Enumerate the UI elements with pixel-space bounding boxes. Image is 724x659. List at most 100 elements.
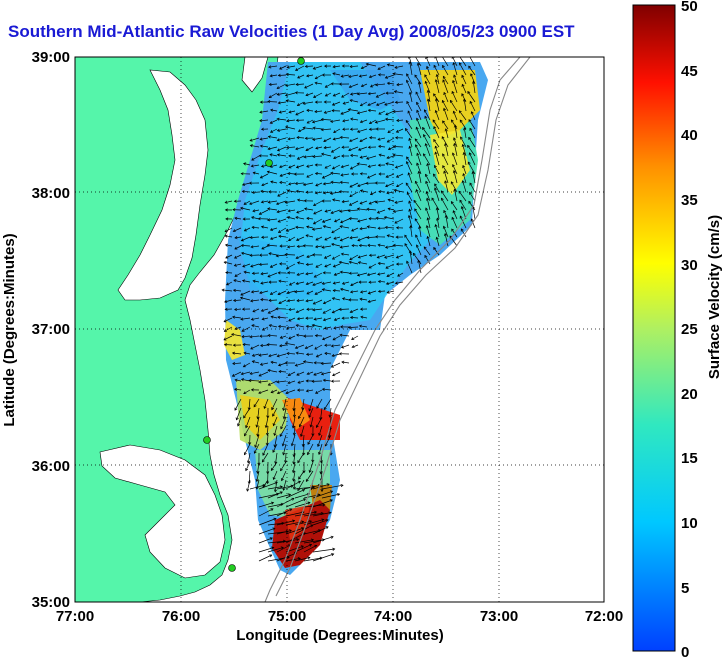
velocity-arrow xyxy=(404,243,413,256)
velocity-arrow-head xyxy=(315,264,319,268)
velocity-arrow xyxy=(231,333,242,337)
velocity-arrow xyxy=(260,173,269,179)
velocity-arrow xyxy=(303,512,324,517)
velocity-arrow xyxy=(357,163,368,166)
velocity-arrow xyxy=(286,227,296,232)
velocity-arrow-head xyxy=(470,73,474,77)
velocity-arrow-head xyxy=(255,478,259,482)
velocity-arrow-head xyxy=(349,127,353,131)
velocity-arrow xyxy=(297,272,305,276)
velocity-arrow xyxy=(277,92,287,95)
velocity-arrow xyxy=(323,137,332,142)
velocity-arrow-head xyxy=(462,173,466,177)
velocity-arrow-head xyxy=(279,433,283,437)
velocity-arrow xyxy=(436,207,440,220)
velocity-arrow-head xyxy=(369,136,373,140)
velocity-arrow-head xyxy=(359,307,363,311)
velocity-arrow xyxy=(320,461,323,474)
velocity-arrow-head xyxy=(415,234,418,238)
velocity-arrow xyxy=(453,143,458,157)
velocity-arrow-head xyxy=(314,334,318,338)
velocity-arrow xyxy=(349,191,359,197)
velocity-arrow-head xyxy=(275,307,279,311)
velocity-arrow-head xyxy=(234,407,238,411)
velocity-arrow xyxy=(418,260,422,274)
velocity-arrow-head xyxy=(303,199,307,203)
velocity-arrow-head xyxy=(408,208,412,212)
velocity-arrow xyxy=(243,407,251,419)
velocity-arrow xyxy=(324,110,332,114)
velocity-arrow-head xyxy=(250,388,254,392)
velocity-arrow-head xyxy=(387,198,391,202)
velocity-arrow xyxy=(443,170,449,184)
velocity-arrow-head xyxy=(331,109,335,113)
velocity-arrow-head xyxy=(407,110,411,114)
velocity-arrow-head xyxy=(395,136,399,140)
velocity-arrow xyxy=(268,380,278,386)
velocity-arrow xyxy=(306,371,314,375)
velocity-arrow xyxy=(360,290,368,293)
velocity-arrow xyxy=(348,146,359,151)
velocity-arrow xyxy=(405,120,413,130)
velocity-arrow-head xyxy=(323,110,327,114)
velocity-arrow xyxy=(385,182,395,187)
velocity-arrow xyxy=(305,299,314,302)
velocity-arrow xyxy=(332,335,341,341)
velocity-arrow xyxy=(270,361,278,364)
velocity-arrow-head xyxy=(258,262,262,267)
velocity-arrow xyxy=(377,254,386,259)
velocity-arrow-head xyxy=(386,234,390,238)
velocity-arrow-head xyxy=(231,351,236,355)
velocity-arrow xyxy=(234,308,242,311)
velocity-arrow-head xyxy=(368,121,373,125)
velocity-arrow xyxy=(340,225,350,229)
velocity-arrow xyxy=(306,226,314,229)
velocity-arrow xyxy=(258,353,269,356)
velocity-arrow xyxy=(312,526,329,535)
velocity-arrow-head xyxy=(241,335,245,339)
velocity-arrow-head xyxy=(268,324,272,328)
y-tick-label: 39:00 xyxy=(32,49,70,66)
velocity-arrow-head xyxy=(339,245,343,249)
velocity-arrow xyxy=(286,326,296,329)
velocity-arrow-head xyxy=(260,272,264,276)
velocity-arrow-head xyxy=(348,74,352,78)
velocity-arrow-head xyxy=(232,288,236,292)
velocity-arrow-head xyxy=(302,244,306,248)
velocity-arrow-head xyxy=(305,272,309,276)
velocity-arrow xyxy=(406,80,413,94)
velocity-arrow-head xyxy=(471,171,475,175)
velocity-arrow xyxy=(472,81,476,94)
velocity-arrow-head xyxy=(368,75,372,79)
velocity-arrow xyxy=(324,146,332,149)
velocity-arrow-head xyxy=(405,160,409,165)
velocity-arrow xyxy=(321,484,344,490)
velocity-arrow-head xyxy=(449,99,453,103)
velocity-arrow xyxy=(232,316,242,319)
velocity-arrow-head xyxy=(453,142,457,147)
colorbar-tick-label: 45 xyxy=(681,63,698,80)
velocity-arrow-head xyxy=(258,391,262,395)
velocity-arrow-head xyxy=(461,74,465,78)
velocity-arrow-head xyxy=(277,193,281,197)
velocity-arrow-head xyxy=(240,243,244,248)
velocity-arrow-head xyxy=(441,136,445,140)
velocity-arrow xyxy=(225,235,233,238)
velocity-arrow-head xyxy=(387,130,391,133)
velocity-arrow xyxy=(282,398,287,411)
velocity-arrow xyxy=(350,308,359,313)
velocity-arrow-head xyxy=(417,81,421,85)
velocity-arrow xyxy=(234,398,242,411)
velocity-arrow xyxy=(435,146,440,157)
velocity-arrow-head xyxy=(240,317,244,321)
velocity-arrow-head xyxy=(279,244,283,248)
velocity-arrow xyxy=(296,371,305,376)
velocity-arrow-head xyxy=(287,209,291,213)
velocity-arrow-head xyxy=(434,164,437,169)
velocity-arrow-head xyxy=(434,151,438,155)
velocity-arrow-head xyxy=(330,149,334,153)
velocity-arrow-head xyxy=(350,117,354,121)
velocity-arrow xyxy=(350,99,359,103)
velocity-arrow xyxy=(330,119,341,123)
velocity-arrow-head xyxy=(305,190,309,194)
